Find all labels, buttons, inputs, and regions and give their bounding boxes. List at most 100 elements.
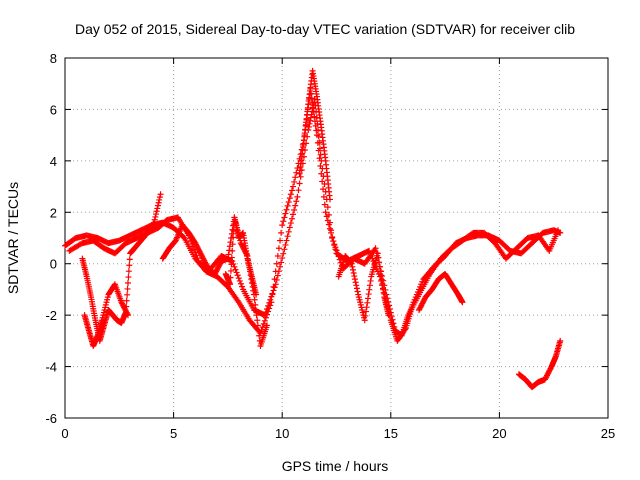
data-point: [305, 123, 312, 130]
data-point: [348, 260, 355, 267]
y-axis-label: SDTVAR / TECUs: [5, 182, 21, 294]
data-point: [279, 222, 286, 229]
data-point: [365, 291, 372, 298]
data-point: [227, 274, 234, 281]
data-point: [351, 273, 358, 280]
data-point: [126, 262, 133, 269]
data-point: [251, 296, 258, 303]
data-point: [315, 127, 322, 133]
data-point: [379, 285, 386, 292]
data-point: [126, 256, 133, 263]
data-point: [322, 209, 329, 216]
data-point: [154, 202, 161, 209]
data-point: [194, 255, 201, 262]
data-point: [459, 299, 466, 306]
data-point: [391, 323, 398, 330]
series-track-I: [416, 271, 466, 313]
data-point: [261, 312, 268, 319]
data-point: [350, 269, 357, 276]
data-point: [231, 263, 238, 270]
data-point: [348, 259, 355, 266]
data-point: [156, 194, 163, 201]
data-point: [273, 260, 280, 267]
data-point: [377, 267, 384, 274]
data-point: [234, 272, 241, 279]
data-point: [372, 245, 379, 252]
data-point: [124, 310, 131, 317]
data-point: [254, 317, 261, 324]
data-point: [351, 276, 358, 283]
data-point: [378, 272, 385, 279]
data-point: [228, 261, 235, 268]
data-point: [151, 216, 158, 223]
data-point: [287, 191, 294, 198]
data-point: [262, 309, 269, 316]
data-point: [291, 178, 298, 185]
data-point: [350, 266, 357, 273]
data-point: [331, 241, 338, 248]
data-point: [267, 296, 274, 303]
data-point: [354, 288, 361, 295]
data-point: [297, 173, 304, 180]
data-point: [363, 304, 370, 311]
data-point: [362, 312, 369, 319]
series-track-D: [81, 281, 131, 349]
data-point: [156, 196, 163, 203]
x-tick-label: 10: [275, 426, 289, 441]
data-point: [379, 281, 386, 288]
data-point: [124, 285, 131, 292]
series-track-F: [222, 214, 260, 298]
data-point: [280, 250, 287, 257]
y-tick-label: -4: [45, 360, 57, 375]
data-point: [389, 316, 396, 323]
data-point: [293, 198, 300, 205]
data-point: [252, 307, 259, 313]
data-point: [290, 211, 297, 218]
data-point: [333, 247, 340, 254]
data-point: [269, 290, 276, 297]
data-point: [280, 218, 287, 225]
data-point: [326, 196, 333, 203]
data-point: [324, 204, 331, 211]
y-tick-label: -2: [45, 308, 57, 323]
data-point: [282, 210, 289, 217]
data-point: [390, 320, 397, 327]
data-point: [555, 227, 562, 234]
data-point: [273, 276, 280, 283]
data-point: [255, 327, 262, 334]
data-point: [278, 229, 285, 236]
data-point: [253, 312, 260, 319]
data-point: [225, 251, 232, 258]
data-point: [284, 233, 291, 240]
data-point: [153, 211, 160, 218]
data-point: [285, 228, 292, 235]
data-point: [376, 259, 383, 266]
y-tick-label: 8: [50, 51, 57, 66]
data-point: [153, 208, 160, 215]
data-point: [294, 193, 301, 200]
data-point: [349, 263, 356, 270]
x-tick-label: 25: [601, 426, 615, 441]
data-point: [180, 233, 187, 240]
series-track-A: [62, 85, 564, 344]
data-point: [272, 281, 279, 288]
chart-title: Day 052 of 2015, Sidereal Day-to-day VTE…: [75, 21, 575, 37]
data-point: [124, 291, 131, 298]
data-point: [278, 259, 285, 266]
x-tick-label: 15: [384, 426, 398, 441]
data-point: [375, 254, 382, 261]
data-point: [235, 275, 242, 282]
data-point: [376, 263, 383, 270]
data-point: [230, 227, 237, 234]
data-point: [150, 220, 157, 227]
data-point: [364, 299, 371, 306]
series-track-H: [335, 250, 392, 324]
data-point: [282, 241, 289, 248]
data-point: [279, 255, 286, 262]
data-point: [353, 282, 360, 289]
plot-frame: [64, 57, 609, 419]
data-point: [328, 227, 335, 234]
data-point: [283, 237, 290, 244]
y-tick-label: 4: [50, 154, 57, 169]
data-point: [286, 195, 293, 202]
